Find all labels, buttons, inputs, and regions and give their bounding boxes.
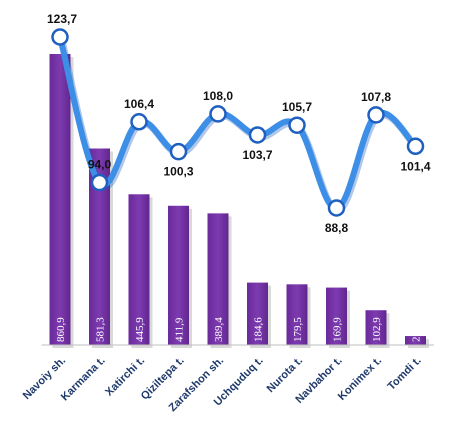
line-value-label: 100,3	[163, 165, 193, 179]
category-label: Nurota t.	[265, 355, 305, 395]
bar-Uchquduq t.	[247, 282, 268, 345]
line-value-label: 106,4	[124, 97, 154, 111]
bar-value-label: 102,9	[371, 317, 383, 342]
line-point-Konimex t.	[367, 106, 385, 124]
line-point-Tomdi t.	[406, 137, 425, 156]
bar-Qiziltepa t.	[168, 205, 189, 345]
bar-value-label: 860,9	[55, 317, 67, 342]
line-series	[51, 28, 425, 217]
line-value-label: 103,7	[242, 148, 272, 162]
line-value-label: 88,8	[325, 221, 349, 235]
line-value-label: 101,4	[400, 159, 430, 173]
bar-value-label: 179,5	[292, 317, 304, 342]
bar-value-label: 184,6	[253, 317, 265, 342]
line-point-Navbahor t.	[327, 199, 346, 217]
line-value-label: 105,7	[282, 100, 312, 114]
bar-value-label: 169,9	[332, 317, 344, 342]
line-point-Uchquduq t.	[248, 126, 267, 144]
bar-value-label: 411,9	[174, 317, 186, 342]
line-point-Qiziltepa t.	[169, 142, 188, 161]
bar-Karmana t.	[89, 148, 110, 345]
category-label: Tomdi t.	[385, 355, 423, 393]
line-point-Karmana t.	[90, 173, 109, 192]
line-value-label: 108,0	[203, 89, 233, 103]
bar-value-label: 26,5	[411, 322, 423, 342]
bar-Nurota t.	[286, 284, 308, 345]
bar-value-label: 445,9	[134, 317, 146, 342]
category-labels: Navoiy sh.Karmana t.Xatirchi t.Qiziltepa…	[21, 355, 424, 414]
bar-Zarafshon sh.	[207, 213, 229, 345]
bar-value-label: 581,3	[95, 317, 107, 342]
bar-Tomdi t.	[405, 336, 426, 345]
bar-value-label: 389,4	[213, 317, 225, 342]
bar-Navoiy sh.	[49, 54, 71, 345]
bar-value-labels: 860,9 581,3 445,9 411,9 389,4 184,6 179,5 169,9…	[55, 317, 423, 342]
line-value-label: 107,8	[361, 90, 391, 104]
line-value-label: 94,0	[88, 158, 112, 172]
bar-Xatirchi t.	[128, 194, 150, 345]
line-point-Zarafshon sh.	[209, 105, 227, 123]
bar-Navbahor t.	[326, 287, 347, 345]
line-value-label: 123,7	[47, 12, 77, 26]
line-value-labels: 123,7 94,0 106,4 100,3 108,0 103,7 105,7 88,8 10…	[47, 12, 431, 235]
bar-series	[49, 54, 426, 345]
bar-Konimex t.	[365, 310, 387, 345]
line-point-Nurota t.	[288, 116, 306, 134]
line-point-Xatirchi t.	[130, 113, 148, 131]
line-point-Navoiy sh.	[51, 28, 69, 46]
